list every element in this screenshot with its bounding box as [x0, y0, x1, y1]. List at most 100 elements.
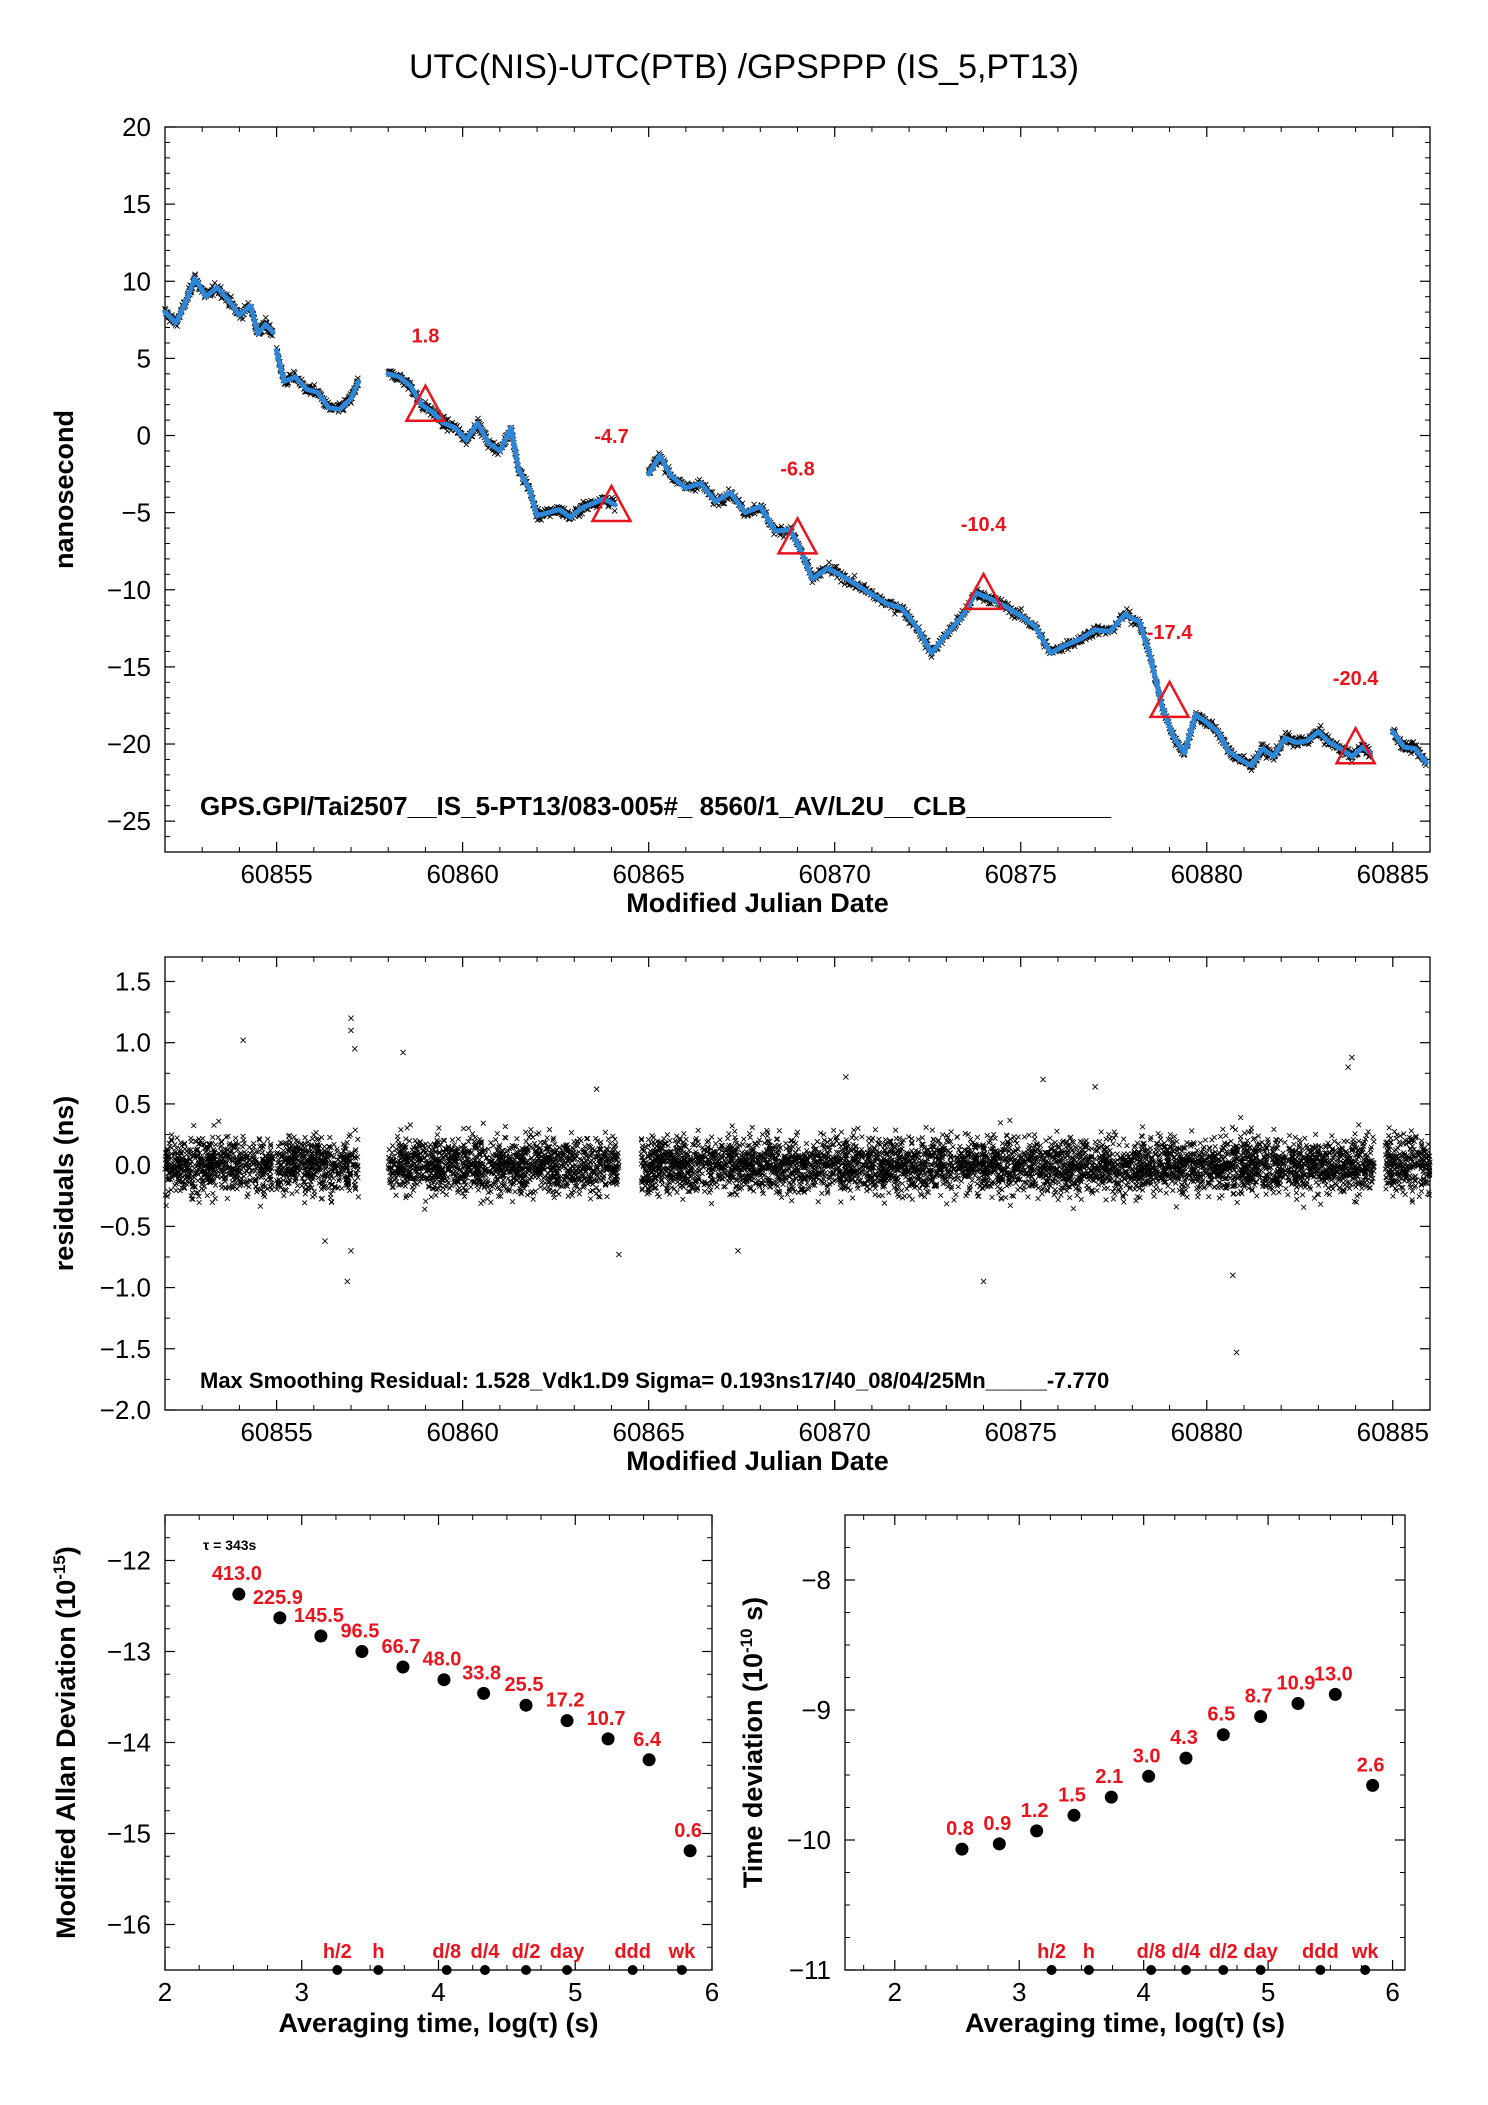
- residual-point: [200, 1187, 207, 1193]
- residual-point: [294, 1188, 300, 1195]
- plot-frame: [164, 126, 1431, 853]
- residual-point: [439, 1189, 446, 1195]
- residual-point: [209, 1199, 216, 1206]
- residual-point: [232, 1135, 239, 1141]
- residual-point: [593, 1135, 599, 1142]
- residual-point: [551, 1194, 557, 1201]
- triangle-label: 1.8: [412, 326, 440, 348]
- residual-point: [393, 1192, 399, 1198]
- x-tick-label: 60870: [799, 1417, 871, 1447]
- residual-point: [552, 1141, 558, 1147]
- residual-point: [537, 1184, 544, 1190]
- residual-point: [334, 1146, 340, 1152]
- residual-point: [546, 1126, 553, 1133]
- residual-point: [352, 1127, 358, 1133]
- y-tick-label: 20: [122, 112, 151, 142]
- residual-point: [264, 1136, 271, 1142]
- residual-point: [210, 1190, 216, 1197]
- residual-points: [162, 1015, 1433, 1356]
- y-tick-label: −1.0: [100, 1273, 151, 1303]
- y-tick-label: 10: [122, 266, 151, 296]
- raw-point: [611, 507, 618, 514]
- residual-point: [294, 1182, 301, 1189]
- residual-point: [530, 1196, 536, 1202]
- residual-point: [212, 1195, 218, 1202]
- residual-point: [571, 1188, 577, 1194]
- y-tick-label: −25: [107, 806, 151, 836]
- y-tick-label: −15: [107, 652, 151, 682]
- residual-point: [240, 1133, 246, 1139]
- residual-point: [407, 1122, 414, 1128]
- residual-point: [509, 1198, 516, 1205]
- y-tick-label: 0.5: [115, 1089, 151, 1119]
- residual-point: [280, 1147, 287, 1154]
- y-tick-label: 5: [137, 343, 151, 373]
- residual-point: [490, 1143, 497, 1149]
- residual-point: [250, 1140, 257, 1147]
- x-tick-label: 60865: [613, 859, 685, 889]
- residual-point: [213, 1141, 219, 1148]
- x-tick-label: 60865: [613, 1417, 685, 1447]
- residual-point: [327, 1134, 333, 1141]
- raw-point: [721, 500, 728, 507]
- residual-point: [492, 1137, 499, 1143]
- residual-point: [263, 1177, 269, 1183]
- residual-point: [289, 1190, 295, 1197]
- residual-point: [610, 1133, 616, 1139]
- residual-point: [311, 1132, 317, 1138]
- residual-point: [449, 1137, 456, 1143]
- smoothed-series-line: [274, 348, 361, 412]
- y-tick-label: −10: [107, 575, 151, 605]
- residual-point: [465, 1125, 472, 1132]
- y-tick-label: −1.5: [100, 1334, 151, 1364]
- raw-point: [851, 572, 858, 579]
- x-tick-label: 60875: [985, 859, 1057, 889]
- residual-point: [173, 1187, 179, 1194]
- triangle-label: -20.4: [1333, 668, 1379, 690]
- residual-point: [218, 1174, 225, 1180]
- residual-point: [395, 1137, 401, 1143]
- x-axis-label: Modified Julian Date: [626, 888, 889, 918]
- residual-point: [460, 1125, 467, 1132]
- residual-point: [327, 1194, 334, 1201]
- panel-residuals: 60855 60860 60865 60870 60875 60880 608851.51.…: [49, 956, 1433, 1476]
- residual-point: [167, 1143, 173, 1150]
- residual-point: [587, 1196, 594, 1202]
- chart-title: UTC(NIS)-UTC(PTB) /GPSPPP (IS_5,PT13): [409, 48, 1079, 86]
- x-tick-label: 60875: [985, 1417, 1057, 1447]
- residual-point: [455, 1136, 462, 1142]
- residual-point: [169, 1132, 175, 1138]
- y-tick-label: −20: [107, 729, 151, 759]
- residual-point: [264, 1155, 270, 1162]
- triangle-label: -10.4: [961, 514, 1007, 536]
- y-tick-label: −5: [121, 498, 151, 528]
- residual-point: [355, 1194, 362, 1200]
- x-tick-label: 60880: [1171, 859, 1243, 889]
- x-tick-label: 60860: [426, 1417, 498, 1447]
- raw-point: [1018, 605, 1025, 612]
- triangle-label: -17.4: [1147, 622, 1193, 644]
- residual-point: [512, 1189, 518, 1195]
- residual-point: [257, 1203, 264, 1209]
- residual-point: [209, 1134, 216, 1140]
- residual-point: [544, 1135, 550, 1141]
- raw-point: [311, 381, 318, 388]
- raw-point: [239, 316, 246, 322]
- x-tick-label: 60885: [1357, 859, 1429, 889]
- triangle-label: -4.7: [594, 426, 628, 448]
- residual-point: [545, 1188, 552, 1195]
- residual-point: [494, 1130, 501, 1137]
- residual-point: [596, 1175, 602, 1182]
- residual-point: [224, 1195, 231, 1202]
- residual-point: [443, 1191, 450, 1198]
- residual-point: [200, 1135, 206, 1142]
- residual-point: [578, 1138, 584, 1144]
- residual-point: [211, 1122, 217, 1129]
- residual-point: [302, 1134, 308, 1141]
- x-tick-label: 60855: [240, 1417, 312, 1447]
- residual-point: [191, 1122, 197, 1129]
- residual-point: [398, 1127, 404, 1133]
- residual-point: [302, 1191, 308, 1197]
- residual-point: [347, 1131, 353, 1138]
- residual-point: [604, 1193, 610, 1200]
